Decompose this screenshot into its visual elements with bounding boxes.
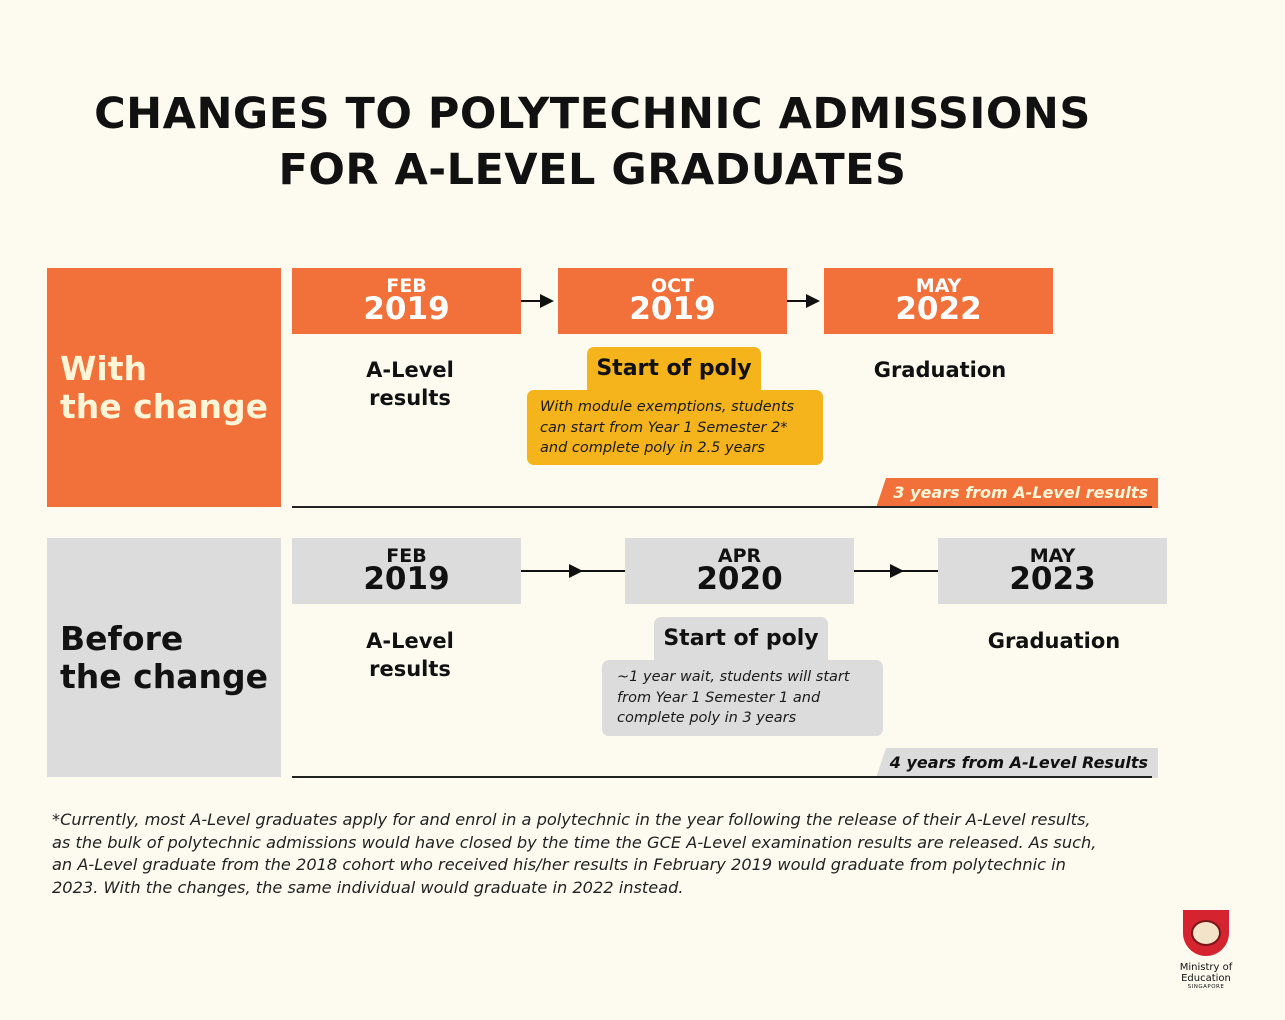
duration-tag: 3 years from A-Level results [876, 478, 1158, 508]
footnote-line: 2023. With the changes, the same individ… [52, 877, 684, 897]
arrow-line [521, 300, 541, 302]
start-of-poly-note: With module exemptions, students can sta… [527, 390, 823, 465]
footnote-line: *Currently, most A-Level graduates apply… [52, 810, 1091, 829]
timeline-baseline [292, 506, 1152, 508]
start-of-poly-pill: Start of poly [587, 347, 761, 391]
arrow-right-icon [806, 294, 820, 308]
moe-name: Ministry of Education [1179, 962, 1233, 984]
month: MAY [1029, 545, 1076, 567]
before-change-label-line-2: the change [60, 656, 268, 696]
arrow-right-icon [890, 564, 904, 578]
date-box-may-2022: MAY 2022 [824, 268, 1053, 334]
duration-tag: 4 years from A-Level Results [876, 748, 1158, 778]
stage-label-graduation: Graduation [873, 358, 1007, 382]
month: FEB [386, 545, 427, 567]
crest-shield [1183, 910, 1229, 956]
stage-label-graduation: Graduation [987, 629, 1121, 653]
start-of-poly-note: ~1 year wait, students will start from Y… [602, 660, 883, 736]
stage-label-alevel-results: A-Level results [292, 356, 528, 412]
year: 2019 [629, 291, 716, 327]
footnote: *Currently, most A-Level graduates apply… [52, 809, 1252, 899]
page-title: CHANGES TO POLYTECHNIC ADMISSIONS FOR A-… [0, 86, 1185, 198]
note-line: and complete poly in 2.5 years [540, 440, 765, 456]
year: 2022 [895, 291, 982, 327]
year: 2019 [363, 291, 450, 327]
title-line-1: CHANGES TO POLYTECHNIC ADMISSIONS [94, 89, 1091, 139]
date-box-apr-2020: APR 2020 [625, 538, 854, 604]
date-box-may-2023: MAY 2023 [938, 538, 1167, 604]
year: 2020 [696, 561, 783, 597]
note-line: from Year 1 Semester 1 and [617, 689, 821, 706]
moe-crest-icon [1183, 910, 1229, 956]
crest-emblem [1191, 920, 1221, 946]
month: FEB [386, 275, 427, 297]
date-box-feb-2019: FEB 2019 [292, 268, 521, 334]
year: 2019 [363, 561, 450, 597]
note-line: ~1 year wait, students will start [617, 669, 850, 685]
stage-label-line: A-Level [366, 358, 454, 382]
start-of-poly-pill: Start of poly [654, 617, 828, 661]
month: OCT [650, 275, 695, 297]
stage-label-alevel-results: A-Level results [292, 627, 528, 683]
month: APR [717, 545, 762, 567]
with-change-label-line-2: the change [60, 386, 268, 426]
with-change-panel: With the change [47, 268, 281, 507]
arrow-right-icon [569, 564, 583, 578]
title-line-2: FOR A-LEVEL GRADUATES [278, 145, 907, 195]
date-box-feb-2019: FEB 2019 [292, 538, 521, 604]
with-change-label-line-1: With [60, 348, 147, 388]
note-line: can start from Year 1 Semester 2* [540, 419, 788, 436]
moe-sub: SINGAPORE [1187, 984, 1225, 990]
before-change-panel: Before the change [47, 538, 281, 777]
note-line: complete poly in 3 years [617, 710, 797, 726]
footnote-line: as the bulk of polytechnic admissions wo… [52, 832, 1097, 852]
stage-label-line: A-Level [366, 629, 454, 653]
stage-label-line: results [369, 386, 451, 410]
timeline-baseline [292, 776, 1152, 778]
footnote-line: an A-Level graduate from the 2018 cohort… [52, 855, 1066, 874]
arrow-right-icon [540, 294, 554, 308]
year: 2023 [1009, 561, 1096, 597]
before-change-label-line-1: Before [60, 618, 184, 658]
moe-logo: Ministry of Education SINGAPORE [1155, 910, 1257, 991]
note-line: With module exemptions, students [540, 399, 795, 415]
date-box-oct-2019: OCT 2019 [558, 268, 787, 334]
stage-label-line: results [369, 657, 451, 681]
month: MAY [915, 275, 962, 297]
arrow-line [787, 300, 809, 302]
